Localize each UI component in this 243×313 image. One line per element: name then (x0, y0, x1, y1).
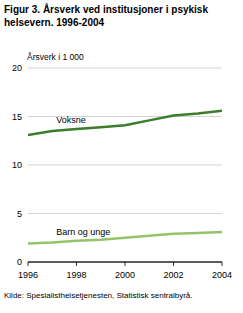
chart-container: Figur 3. Årsverk ved institusjoner i psy… (0, 0, 243, 313)
x-tick (173, 262, 174, 266)
x-tick-label: 1998 (66, 270, 86, 280)
y-tick-label: 0 (17, 257, 22, 267)
x-tick-label: 2004 (212, 270, 232, 280)
grid-line (28, 68, 222, 69)
x-tick (222, 262, 223, 266)
x-tick (28, 262, 29, 266)
grid-line (28, 213, 222, 214)
y-tick-label: 5 (17, 209, 22, 219)
x-tick (125, 262, 126, 266)
source: Kilde: Spesialisthelsetjenesten, Statist… (4, 291, 193, 300)
x-tick-label: 2002 (163, 270, 183, 280)
grid-line (28, 165, 222, 166)
chart-svg: Figur 3. Årsverk ved institusjoner i psy… (0, 0, 243, 313)
series-label: Barn og unge (56, 227, 110, 237)
y-tick-label: 20 (12, 63, 22, 73)
series-line (28, 111, 222, 135)
y-tick-label: 10 (12, 160, 22, 170)
y-axis-label: Årsverk i 1 000 (27, 52, 84, 62)
x-tick (76, 262, 77, 266)
series-label: Voksne (56, 115, 86, 125)
x-tick-label: 2000 (115, 270, 135, 280)
x-tick-label: 1996 (18, 270, 38, 280)
y-tick-label: 15 (12, 112, 22, 122)
title: Figur 3. Årsverk ved institusjoner i psy… (4, 3, 208, 28)
plot-area (28, 111, 222, 244)
